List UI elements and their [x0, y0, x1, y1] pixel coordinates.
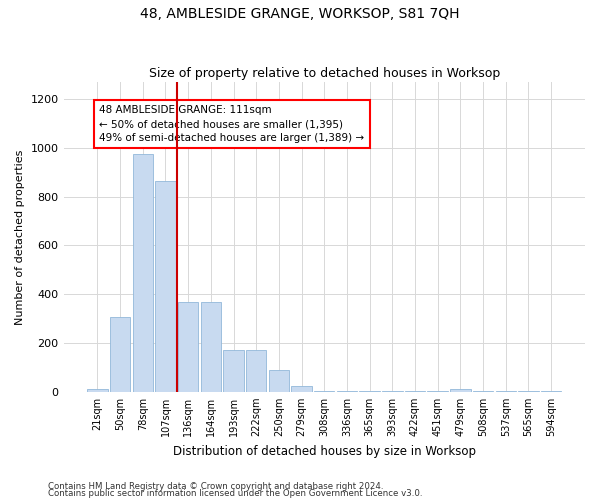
Title: Size of property relative to detached houses in Worksop: Size of property relative to detached ho… — [149, 66, 500, 80]
Bar — [292, 386, 312, 392]
Bar — [155, 181, 176, 392]
Y-axis label: Number of detached properties: Number of detached properties — [15, 149, 25, 324]
Bar — [110, 318, 130, 392]
Text: 48, AMBLESIDE GRANGE, WORKSOP, S81 7QH: 48, AMBLESIDE GRANGE, WORKSOP, S81 7QH — [140, 8, 460, 22]
Text: Contains public sector information licensed under the Open Government Licence v3: Contains public sector information licen… — [48, 490, 422, 498]
Bar — [314, 390, 334, 392]
Bar — [246, 350, 266, 392]
Bar — [178, 302, 199, 392]
Text: 48 AMBLESIDE GRANGE: 111sqm
← 50% of detached houses are smaller (1,395)
49% of : 48 AMBLESIDE GRANGE: 111sqm ← 50% of det… — [99, 105, 364, 143]
Bar — [200, 302, 221, 392]
Text: Contains HM Land Registry data © Crown copyright and database right 2024.: Contains HM Land Registry data © Crown c… — [48, 482, 383, 491]
Bar — [223, 350, 244, 392]
Bar — [87, 390, 107, 392]
Bar — [133, 154, 153, 392]
Bar — [450, 389, 470, 392]
X-axis label: Distribution of detached houses by size in Worksop: Distribution of detached houses by size … — [173, 444, 476, 458]
Bar — [269, 370, 289, 392]
